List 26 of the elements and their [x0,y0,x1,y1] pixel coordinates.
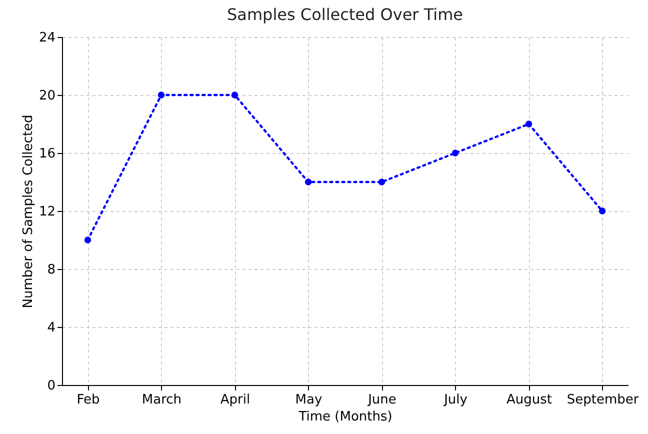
point [304,178,312,186]
x-tick-label: August [506,392,552,408]
y-tick-label: 24 [38,30,56,46]
x-tick-label: Feb [76,392,100,408]
point [84,236,92,244]
chart-title: Samples Collected Over Time [227,5,463,24]
x-tick-label: September [566,392,640,408]
y-tick-label: 16 [38,146,56,162]
point [452,150,459,156]
x-tick-label: July [443,392,468,408]
y-tick-label: 0 [47,378,56,394]
x-tick-label: June [367,392,396,408]
y-axis-title: Number of Samples Collected [20,114,36,308]
x-tick-label: April [220,392,250,408]
y-tick-label: 12 [38,204,56,220]
point [525,120,532,128]
y-tick-label: 4 [47,320,56,336]
y-tick-label: 8 [47,262,56,278]
point [378,178,386,186]
x-tick-label: May [295,392,322,408]
x-axis-title: Time (Months) [298,410,392,424]
y-tick-label: 20 [38,88,56,104]
point [598,208,606,214]
x-tick-label: March [142,392,182,408]
point [231,92,238,98]
point [158,92,165,98]
